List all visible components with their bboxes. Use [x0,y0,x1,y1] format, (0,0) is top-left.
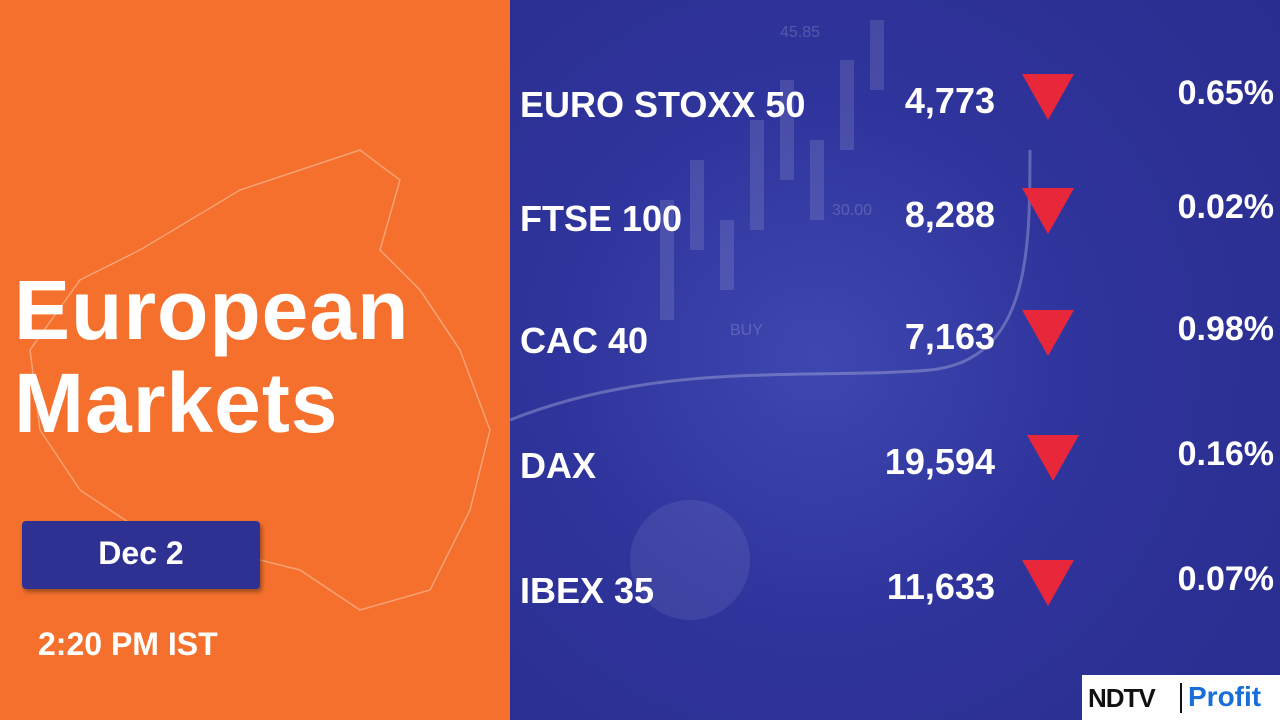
index-change: 0.16% [1177,435,1274,473]
down-arrow [1022,560,1074,606]
index-value: 7,163 [904,316,995,357]
index-name: DAX [520,445,597,486]
left-panel: European Markets Dec 2 2:20 PM IST [0,0,510,720]
index-name: CAC 40 [520,320,649,361]
down-arrow [1022,310,1074,356]
logo-brand: NDTV [1088,683,1156,713]
index-change: 0.02% [1177,188,1274,226]
index-name: FTSE 100 [520,198,683,239]
title-line: European [14,263,410,357]
background-label: 45.85 [780,24,821,41]
index-change: 0.65% [1177,74,1274,112]
index-name: EURO STOXX 50 [520,84,806,125]
background-label: BUY [730,322,763,339]
date-badge: Dec 2 [22,521,260,589]
time: 2:20 PM IST [38,626,218,662]
index-value: 19,594 [884,441,995,482]
logo-divider [1180,683,1182,713]
index-change: 0.07% [1177,560,1274,598]
down-arrow [1022,74,1074,120]
logo: NDTV Profit [1082,675,1280,720]
index-change: 0.98% [1177,310,1274,348]
index-value: 11,633 [886,566,995,607]
map-outline [29,149,491,611]
background-label: 30.00 [832,202,873,219]
right-panel: 45.85 30.00 BUY [510,0,1280,720]
index-value: 4,773 [904,80,995,121]
down-arrow [1022,188,1074,234]
down-arrow [1027,435,1079,481]
title-line: Markets [14,356,339,450]
logo-product: Profit [1188,681,1262,712]
index-name: IBEX 35 [520,570,655,611]
background-art [510,20,1032,620]
index-value: 8,288 [904,194,995,235]
